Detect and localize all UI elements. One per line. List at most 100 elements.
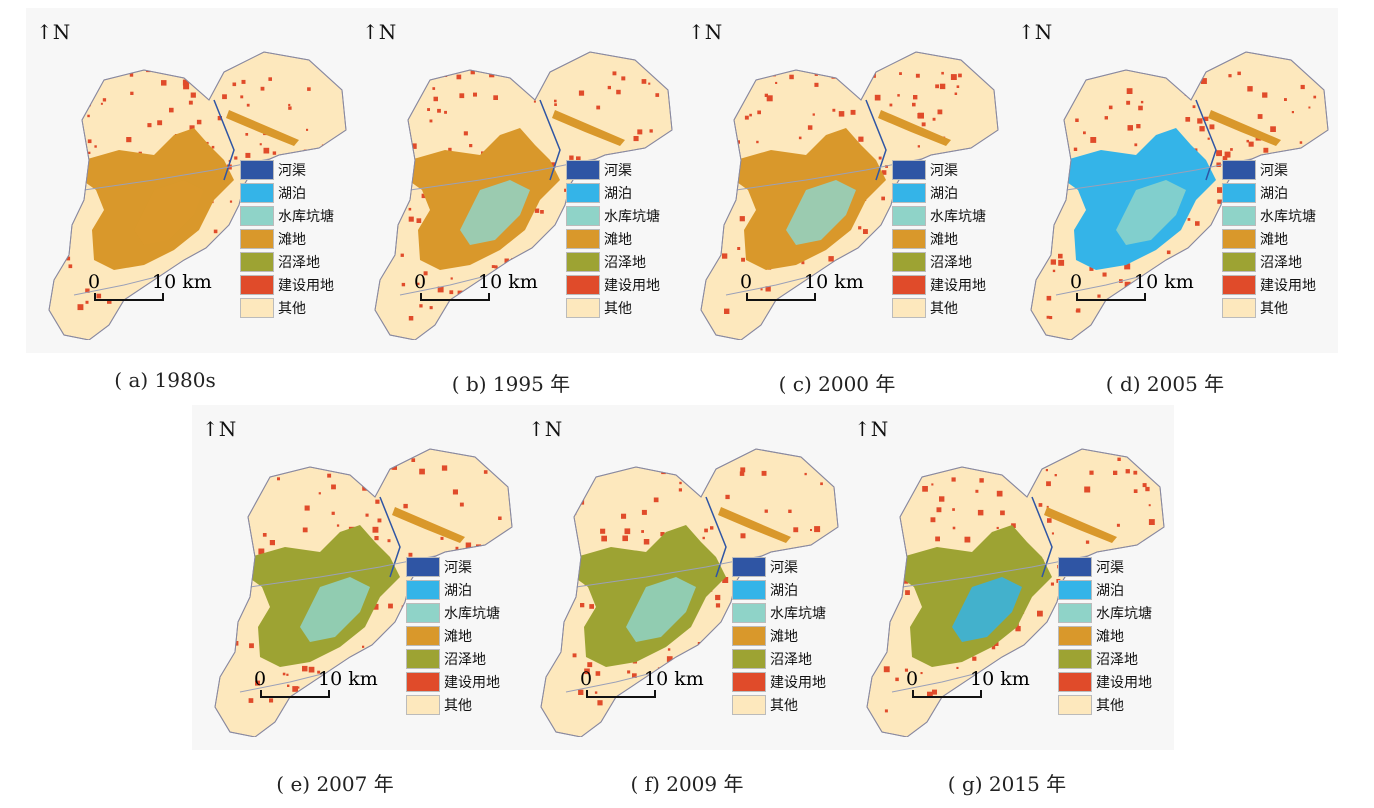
legend-swatch xyxy=(566,159,600,180)
legend: 河渠 湖泊 水库坑塘 滩地 沼泽地 xyxy=(566,158,660,319)
map-panel: ↑N 0 10 km 河渠 xyxy=(678,8,1008,353)
legend-swatch xyxy=(732,579,766,600)
legend-swatch xyxy=(406,602,440,623)
legend-swatch xyxy=(732,625,766,646)
legend-item: 滩地 xyxy=(892,227,986,250)
legend-label: 滩地 xyxy=(770,628,798,645)
legend-label: 水库坑塘 xyxy=(1096,605,1152,622)
legend-swatch xyxy=(732,556,766,577)
legend-item: 水库坑塘 xyxy=(1058,601,1152,624)
legend-item: 滩地 xyxy=(566,227,660,250)
legend-item: 建设用地 xyxy=(1222,273,1316,296)
legend-swatch xyxy=(566,182,600,203)
river-flat-strip xyxy=(1044,507,1117,543)
legend-label: 其他 xyxy=(604,300,632,317)
legend-item: 河渠 xyxy=(1222,158,1316,181)
legend-swatch xyxy=(406,671,440,692)
map-panel: ↑N 0 10 km 河渠 xyxy=(352,8,682,353)
secondary-wetland-area xyxy=(460,180,530,245)
legend-label: 沼泽地 xyxy=(770,651,812,668)
river-flat-strip xyxy=(552,110,625,146)
legend-swatch xyxy=(1058,602,1092,623)
legend-item: 其他 xyxy=(240,296,334,319)
secondary-wetland-area xyxy=(134,180,204,245)
panel-caption: ( f) 2009 年 xyxy=(630,772,744,796)
secondary-wetland-area xyxy=(952,577,1022,642)
secondary-wetland-area xyxy=(300,577,370,642)
legend-item: 湖泊 xyxy=(1058,578,1152,601)
legend: 河渠 湖泊 水库坑塘 滩地 沼泽地 xyxy=(892,158,986,319)
river-flat-strip xyxy=(718,507,791,543)
scale-line xyxy=(260,690,330,698)
scale-ten-label: 10 km xyxy=(1134,271,1194,293)
north-arrow: ↑N xyxy=(854,417,888,441)
legend-label: 河渠 xyxy=(278,162,306,179)
legend-label: 河渠 xyxy=(444,559,472,576)
north-arrow: ↑N xyxy=(688,20,722,44)
legend-label: 沼泽地 xyxy=(930,254,972,271)
scale-line xyxy=(420,293,490,301)
legend-label: 滩地 xyxy=(278,231,306,248)
legend-label: 水库坑塘 xyxy=(1260,208,1316,225)
legend-item: 湖泊 xyxy=(892,181,986,204)
north-label: N xyxy=(544,417,563,441)
legend-item: 建设用地 xyxy=(240,273,334,296)
map-panel: ↑N 0 10 km 河渠 xyxy=(1008,8,1338,353)
legend-label: 其他 xyxy=(770,697,798,714)
legend-label: 建设用地 xyxy=(278,277,334,294)
land-use-map xyxy=(866,448,1165,737)
north-arrow: ↑N xyxy=(362,20,396,44)
scale-zero-label: 0 xyxy=(740,271,753,293)
legend-swatch xyxy=(732,671,766,692)
legend-swatch xyxy=(566,205,600,226)
legend-label: 建设用地 xyxy=(770,674,826,691)
legend-item: 沼泽地 xyxy=(1058,647,1152,670)
scale-ten-label: 10 km xyxy=(804,271,864,293)
legend-item: 水库坑塘 xyxy=(566,204,660,227)
legend-item: 建设用地 xyxy=(1058,670,1152,693)
legend-item: 其他 xyxy=(1058,693,1152,716)
legend-item: 建设用地 xyxy=(406,670,500,693)
scale-zero-label: 0 xyxy=(254,668,267,690)
legend-item: 沼泽地 xyxy=(240,250,334,273)
scale-ten-label: 10 km xyxy=(970,668,1030,690)
arrow-up-icon: ↑ xyxy=(362,20,379,44)
legend-item: 河渠 xyxy=(566,158,660,181)
north-arrow: ↑N xyxy=(1018,20,1052,44)
north-label: N xyxy=(52,20,71,44)
legend-swatch xyxy=(892,159,926,180)
legend-label: 滩地 xyxy=(1096,628,1124,645)
legend-item: 湖泊 xyxy=(1222,181,1316,204)
legend-swatch xyxy=(406,625,440,646)
legend-item: 其他 xyxy=(566,296,660,319)
north-arrow: ↑N xyxy=(36,20,70,44)
legend-swatch xyxy=(892,274,926,295)
scale-zero-label: 0 xyxy=(580,668,593,690)
legend-item: 河渠 xyxy=(732,555,826,578)
scale-line xyxy=(912,690,982,698)
land-use-map xyxy=(1030,51,1329,340)
legend-item: 水库坑塘 xyxy=(1222,204,1316,227)
legend-item: 其他 xyxy=(406,693,500,716)
legend: 河渠 湖泊 水库坑塘 滩地 沼泽地 xyxy=(1222,158,1316,319)
legend-label: 滩地 xyxy=(1260,231,1288,248)
scale-zero-label: 0 xyxy=(906,668,919,690)
legend-item: 河渠 xyxy=(1058,555,1152,578)
scale-line xyxy=(746,293,816,301)
legend-swatch xyxy=(406,694,440,715)
legend-swatch xyxy=(732,648,766,669)
secondary-wetland-area xyxy=(786,180,856,245)
legend-label: 建设用地 xyxy=(1096,674,1152,691)
panel-caption: ( e) 2007 年 xyxy=(276,772,394,796)
legend-swatch xyxy=(1058,694,1092,715)
legend-label: 沼泽地 xyxy=(278,254,320,271)
arrow-up-icon: ↑ xyxy=(1018,20,1035,44)
river-flat-strip xyxy=(226,110,299,146)
legend-item: 滩地 xyxy=(1058,624,1152,647)
legend-item: 沼泽地 xyxy=(892,250,986,273)
north-arrow: ↑N xyxy=(202,417,236,441)
legend-swatch xyxy=(732,694,766,715)
legend-item: 建设用地 xyxy=(892,273,986,296)
legend-label: 湖泊 xyxy=(930,185,958,202)
legend-label: 其他 xyxy=(278,300,306,317)
